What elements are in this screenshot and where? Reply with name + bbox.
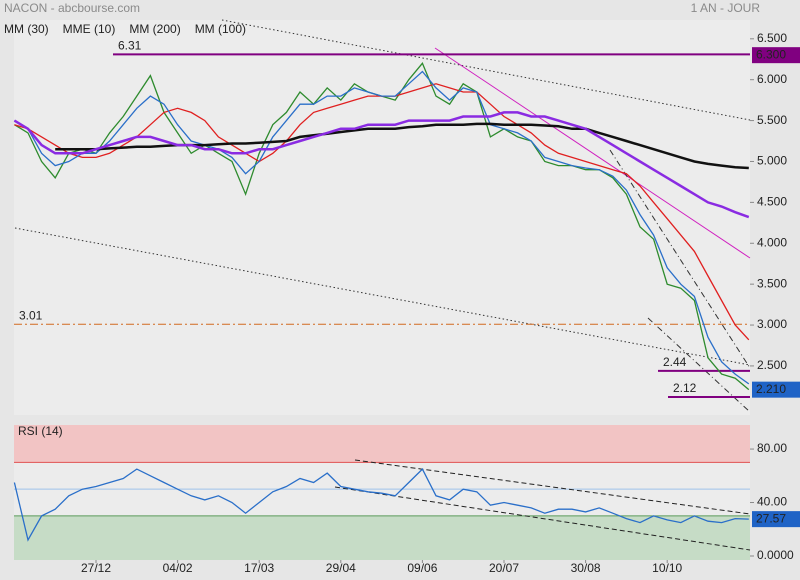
y-tick-label: 80.00	[757, 441, 787, 455]
x-tick-label: 04/02	[163, 561, 193, 575]
y-tick-label: 6.000	[757, 72, 787, 86]
level-label: 6.31	[118, 39, 142, 53]
series-line	[14, 70, 750, 385]
x-tick-label: 30/08	[571, 561, 601, 575]
trend-lines	[14, 19, 751, 551]
level-label: 2.44	[663, 355, 687, 369]
price-tag-label: 6.300	[756, 47, 786, 61]
y-tick-label: 2.500	[757, 358, 787, 372]
trend-line	[354, 459, 751, 515]
trend-line	[334, 486, 751, 551]
period: 1 AN - JOUR	[691, 1, 761, 15]
y-tick-label: 3.500	[757, 276, 787, 290]
legend-entry: MM (100)	[195, 22, 246, 36]
zone	[14, 425, 750, 463]
legend-entry: MM (200)	[129, 22, 180, 36]
series-line	[13, 468, 749, 542]
y-tick-label: 6.500	[757, 31, 787, 45]
y-tick-label: 5.500	[757, 113, 787, 127]
legend-entry: MM (30)	[4, 22, 49, 36]
x-tick-label: 29/04	[326, 561, 356, 575]
y-tick-label: 4.000	[757, 235, 787, 249]
y-tick-label: 5.000	[757, 154, 787, 168]
trend-line	[14, 227, 751, 366]
rsi-tag	[752, 511, 800, 528]
y-tick-label: 40.00	[757, 495, 787, 509]
trend-line	[609, 149, 751, 369]
x-tick-label: 09/06	[407, 561, 437, 575]
price-tag	[752, 381, 800, 398]
rsi-name: RSI (14)	[18, 424, 63, 438]
price-tag	[752, 47, 800, 64]
trend-line	[434, 47, 751, 259]
level-label: 2.12	[673, 381, 697, 395]
header-title: NACON - abcbourse.com	[4, 1, 140, 15]
y-tick-label: 3.000	[757, 317, 787, 331]
series-line	[55, 122, 749, 170]
price-tag-label: 2.210	[756, 382, 786, 396]
rsi-tag-label: 27.57	[756, 511, 786, 525]
y-tick-label: 0.0000	[757, 548, 794, 562]
legend-entry: MME (10)	[63, 22, 116, 36]
trend-line	[647, 317, 751, 413]
y-tick-label: 4.500	[757, 195, 787, 209]
zone	[14, 515, 750, 560]
x-tick-label: 20/07	[489, 561, 519, 575]
trend-line	[221, 19, 751, 121]
series-line	[13, 111, 750, 219]
level-label: 3.01	[19, 308, 43, 322]
x-tick-label: 17/03	[244, 561, 274, 575]
x-tick-label: 27/12	[81, 561, 111, 575]
x-tick-label: 10/10	[652, 561, 682, 575]
price-panel	[14, 20, 750, 415]
